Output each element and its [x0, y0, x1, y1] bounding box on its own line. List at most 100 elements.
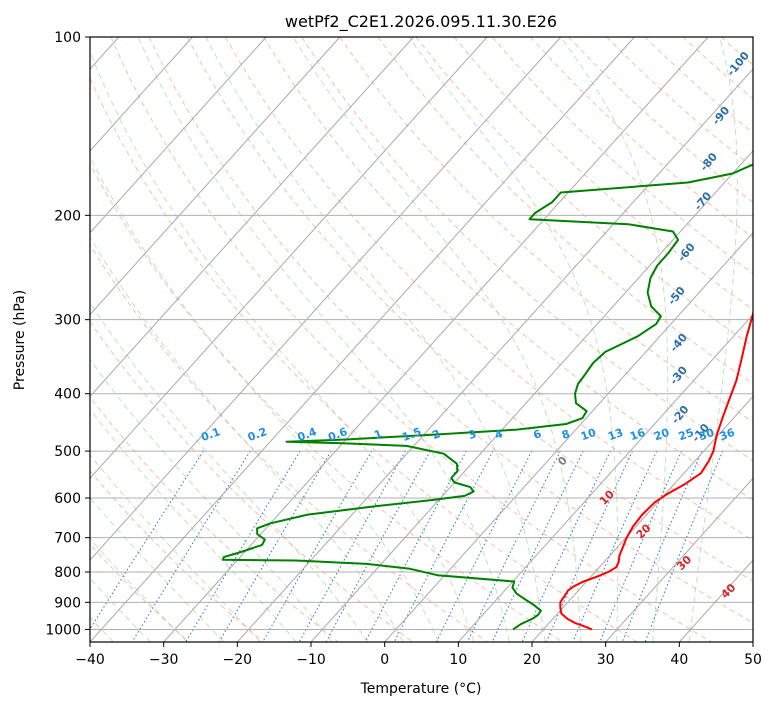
x-tick-label: −10: [296, 652, 326, 668]
isotherm: [90, 37, 414, 398]
moist-adiabat: [90, 358, 333, 642]
mixing-ratio-label: 2: [431, 427, 443, 442]
dry-adiabat: [759, 37, 775, 642]
isotherm: [90, 37, 488, 480]
y-tick-label: 700: [54, 531, 81, 547]
dry-adiabat: [90, 543, 190, 642]
x-tick-label: 10: [449, 652, 467, 668]
chart-title: wetPf2_C2E1.2026.095.11.30.E26: [285, 12, 557, 32]
y-tick-label: 400: [54, 387, 81, 403]
mixing-ratio-label: 4: [493, 427, 505, 442]
dry-adiabat: [90, 162, 563, 642]
moist-adiabat: [137, 37, 510, 642]
mixing-ratio-label: 30: [697, 426, 716, 444]
mixing-ratio-label: 16: [628, 426, 647, 444]
mixing-ratio-line: [435, 450, 533, 642]
x-tick-label: 30: [597, 652, 615, 668]
mixing-ratio-line: [467, 450, 561, 642]
moist-adiabat: [90, 236, 404, 642]
mixing-ratio-label: 25: [677, 426, 696, 443]
mixing-ratio-label: 0.4: [296, 425, 319, 444]
isotherm: [752, 641, 753, 642]
dry-adiabat: [90, 243, 488, 642]
dry-adiabat: [90, 396, 339, 642]
mixing-ratio-line: [364, 450, 467, 642]
series-layer: [221, 163, 753, 631]
mixing-ratio-line: [298, 450, 406, 642]
mixing-ratio-label: 10: [579, 426, 598, 444]
moist-adiabat: [90, 155, 439, 642]
y-tick-label: 200: [54, 208, 81, 224]
moist-adiabat: [90, 301, 369, 642]
plot-frame: [89, 36, 754, 643]
mixing-ratio-line: [621, 450, 703, 642]
moist-adiabat: [90, 454, 261, 642]
y-tick-label: 500: [54, 444, 81, 460]
mixing-ratio-line: [644, 450, 724, 642]
x-tick-label: 50: [744, 652, 762, 668]
plot-background: [90, 37, 753, 642]
y-axis-label: Pressure (hPa): [12, 290, 28, 390]
temperature-line: [559, 310, 753, 631]
mixing-ratio-label: 13: [606, 426, 625, 443]
isotherm: [605, 477, 753, 642]
x-tick-label: −20: [223, 652, 253, 668]
x-axis: −40 −30 −20 −10 0 10 20 30 40 50: [75, 642, 762, 668]
y-tick-label: 900: [54, 595, 81, 611]
isotherm: [90, 37, 267, 234]
x-tick-label: 40: [670, 652, 688, 668]
mixing-ratio-label: 3: [467, 427, 479, 442]
moist-adiabat: [688, 37, 738, 642]
y-tick-label: 1000: [45, 622, 81, 638]
mixing-ratio-label: 8: [560, 427, 572, 442]
isotherm: [310, 150, 753, 642]
isotherm: [531, 395, 753, 642]
reference-lines: [90, 37, 775, 642]
dry-adiabat: [90, 470, 264, 642]
isotherm: [236, 68, 753, 642]
dry-adiabat: [90, 76, 638, 642]
y-axis: 100 200 300 400 500 600 700 800 900 1000: [45, 30, 90, 638]
dry-adiabat: [148, 37, 753, 624]
isotherm: [163, 37, 709, 642]
mixing-ratio-line: [262, 450, 373, 642]
isotherm: [90, 37, 193, 152]
mixing-ratio-label: 20: [652, 426, 671, 444]
dry-adiabat: [301, 37, 753, 462]
grid: [90, 37, 753, 642]
isotherm: [90, 37, 341, 316]
y-tick-label: 100: [54, 30, 81, 46]
mixing-ratio-label: 6: [532, 427, 544, 442]
dewpoint-line: [221, 163, 753, 631]
dry-adiabat: [186, 37, 753, 582]
moist-adiabat: [408, 37, 619, 642]
x-axis-label: Temperature (°C): [360, 681, 482, 697]
mixing-ratio-label: 0.1: [199, 425, 222, 444]
isotherm: [90, 37, 562, 561]
mixing-ratio-line: [545, 450, 633, 642]
moist-adiabat: [560, 37, 669, 642]
x-tick-label: 20: [523, 652, 541, 668]
dry-adiabat: [110, 37, 712, 642]
moist-adiabat: [205, 37, 546, 642]
dry-adiabat: [263, 37, 753, 501]
y-tick-label: 800: [54, 565, 81, 581]
mixing-ratio-label: 1: [372, 427, 384, 442]
dry-adiabat: [224, 37, 753, 541]
x-tick-label: 0: [380, 652, 389, 668]
mixing-ratio-label: 36: [718, 426, 737, 444]
mixing-ratio-label: 0.2: [246, 425, 269, 444]
y-tick-label: 600: [54, 491, 81, 507]
x-tick-label: −40: [75, 652, 105, 668]
isotherm: [384, 231, 753, 642]
moist-adiabat: [90, 50, 475, 642]
mixing-ratio-label: 1.5: [400, 425, 423, 444]
moist-adiabat: [90, 408, 297, 642]
isotherm: [90, 37, 635, 642]
mixing-ratio-line: [131, 450, 251, 642]
mixing-ratio-label: 0.6: [326, 425, 349, 444]
x-tick-label: −30: [149, 652, 179, 668]
isotherm: [457, 313, 753, 642]
y-tick-label: 300: [54, 313, 81, 329]
